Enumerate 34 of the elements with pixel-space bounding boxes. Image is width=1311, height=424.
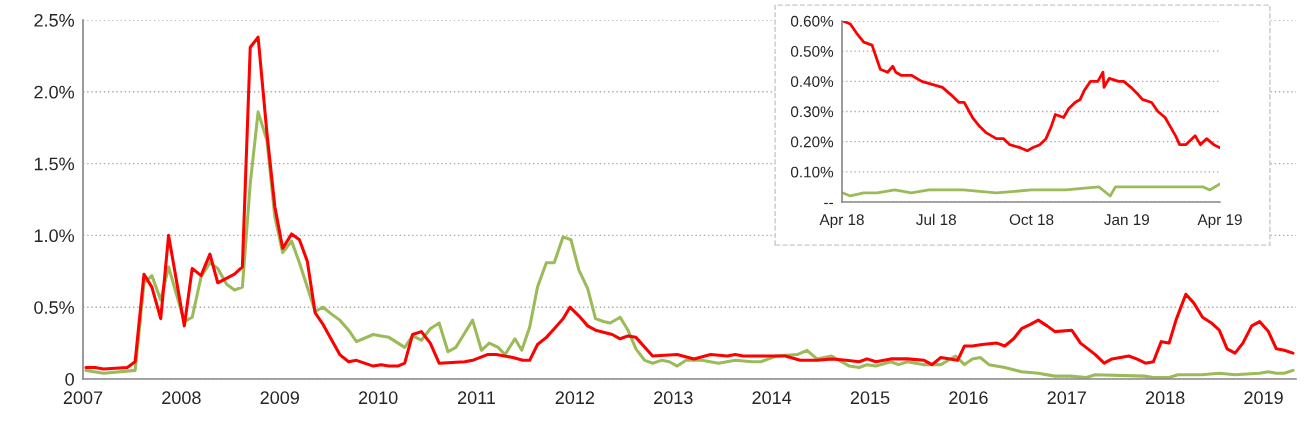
x-tick-label: Apr 19: [1197, 214, 1242, 229]
x-tick-label: Apr 18: [819, 214, 864, 229]
x-tick-label: 2016: [949, 391, 988, 405]
line-series: [842, 21, 1220, 153]
y-tick-label: 0: [65, 372, 74, 386]
line-series: [84, 35, 1295, 371]
x-tick-label: 2008: [162, 391, 201, 405]
x-tick-label: 2012: [555, 391, 595, 405]
x-tick-label: Oct 18: [1009, 214, 1054, 226]
y-tick-label: 0.60%: [790, 15, 834, 27]
x-tick-label: 2011: [458, 391, 496, 405]
x-tick-label: 2009: [260, 391, 299, 405]
x-tick-label: 2007: [63, 391, 103, 405]
y-tick-label: 2.0%: [34, 85, 75, 99]
line-series: [842, 182, 1220, 198]
x-tick-label: 2013: [654, 391, 693, 405]
y-tick-label: 0.10%: [790, 166, 834, 178]
y-tick-label: 0.20%: [790, 136, 834, 148]
y-tick-label: 0.50%: [790, 46, 834, 57]
x-tick-label: 2018: [1145, 391, 1185, 405]
y-tick-label: 0.5%: [34, 301, 75, 314]
y-tick-label: --: [824, 202, 833, 205]
y-tick-label: 0.30%: [790, 106, 834, 118]
x-tick-label: Jan 19: [1104, 214, 1150, 226]
y-tick-label: 2.5%: [34, 13, 75, 27]
x-tick-label: 2015: [850, 391, 890, 405]
y-tick-label: 1.5%: [34, 157, 75, 171]
y-tick-label: 0.40%: [790, 76, 834, 88]
x-tick-label: Jul 18: [916, 213, 956, 226]
x-tick-label: 2017: [1047, 391, 1086, 405]
x-tick-label: 2019: [1244, 391, 1283, 405]
x-tick-label: 2014: [752, 391, 792, 405]
x-tick-label: 2010: [358, 391, 398, 405]
y-tick-label: 1.0%: [34, 229, 75, 243]
